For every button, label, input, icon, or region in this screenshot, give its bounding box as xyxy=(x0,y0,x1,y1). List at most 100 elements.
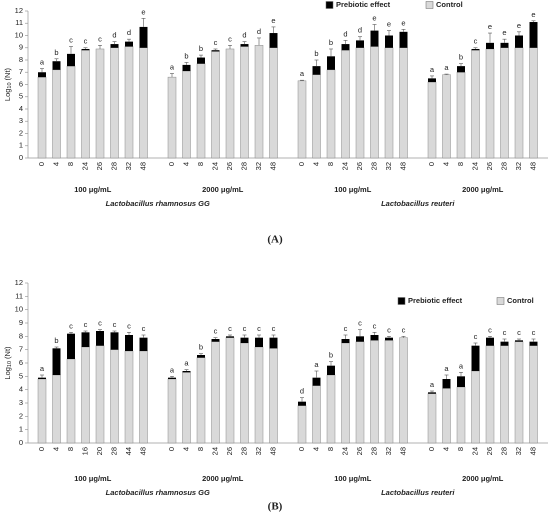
control-bar xyxy=(297,80,307,159)
prebiotic-bar xyxy=(356,40,364,48)
prebiotic-bar xyxy=(110,44,119,48)
prebiotic-bar xyxy=(457,66,465,73)
legend-label: Control xyxy=(507,296,534,305)
y-tick-label: 10 xyxy=(15,30,23,39)
x-tick-label: 28 xyxy=(369,162,378,170)
significance-letter: c xyxy=(257,324,261,333)
y-tick-label: 12 xyxy=(15,6,23,15)
significance-letter: b xyxy=(54,336,58,345)
significance-letter: e xyxy=(387,20,391,29)
y-tick-label: 4 xyxy=(19,385,23,394)
significance-letter: c xyxy=(243,324,247,333)
control-bar xyxy=(341,342,350,444)
control-bar xyxy=(37,76,47,159)
significance-letter: c xyxy=(214,38,218,47)
legend-label: Prebiotic effect xyxy=(408,296,463,305)
control-bar xyxy=(399,47,408,159)
x-tick-label: 28 xyxy=(369,447,378,455)
x-tick-label: 0 xyxy=(167,447,176,451)
x-tick-label: 28 xyxy=(109,162,118,170)
prebiotic-bar xyxy=(428,392,436,394)
significance-letter: c xyxy=(387,325,391,334)
x-tick-label: 4 xyxy=(441,447,450,451)
y-tick-label: 5 xyxy=(19,371,23,380)
prebiotic-bar xyxy=(515,35,523,48)
control-bar xyxy=(370,46,379,159)
x-tick-label: 4 xyxy=(51,162,60,166)
y-tick-label: 1 xyxy=(19,425,23,434)
control-bar xyxy=(196,63,206,159)
x-tick-label: 32 xyxy=(514,447,523,455)
control-bar xyxy=(471,370,480,444)
x-tick-label: 4 xyxy=(311,162,320,166)
concentration-label: 2000 μg/mL xyxy=(202,185,244,194)
y-tick-label: 4 xyxy=(19,104,23,113)
x-tick-label: 26 xyxy=(95,162,104,170)
x-tick-label: 24 xyxy=(210,447,219,455)
x-tick-label: 26 xyxy=(355,162,364,170)
x-tick-label: 4 xyxy=(181,162,190,166)
control-bar xyxy=(529,47,538,159)
x-tick-label: 4 xyxy=(181,447,190,451)
prebiotic-bar xyxy=(168,377,176,379)
control-bar xyxy=(471,49,480,159)
prebiotic-bar xyxy=(428,78,436,83)
significance-letter: c xyxy=(228,324,232,333)
panel-label: (A) xyxy=(267,234,283,246)
prebiotic-bar xyxy=(298,401,306,406)
significance-letter: a xyxy=(314,360,319,369)
prebiotic-bar xyxy=(52,61,61,70)
control-bar xyxy=(211,51,220,159)
x-tick-label: 28 xyxy=(499,447,508,455)
significance-letter: c xyxy=(214,327,218,336)
control-bar xyxy=(341,49,350,159)
x-tick-label: 20 xyxy=(95,447,104,455)
prebiotic-bar xyxy=(240,337,249,343)
y-label-subscript: 10 xyxy=(7,361,13,367)
y-tick-label: 10 xyxy=(15,305,23,314)
control-bar xyxy=(225,337,235,444)
x-tick-label: 0 xyxy=(427,162,436,166)
control-bar xyxy=(110,349,119,444)
concentration-label: 2000 μg/mL xyxy=(462,185,504,194)
significance-letter: e xyxy=(488,22,492,31)
y-axis-label: Log10 (Nt) xyxy=(3,346,13,380)
significance-letter: a xyxy=(444,63,449,72)
control-bar xyxy=(442,388,451,444)
significance-letter: a xyxy=(300,69,305,78)
x-tick-label: 8 xyxy=(456,162,465,166)
control-bar xyxy=(500,47,509,159)
significance-letter: c xyxy=(358,319,362,328)
prebiotic-bar xyxy=(457,376,465,387)
prebiotic-bar xyxy=(139,337,148,351)
y-tick-label: 2 xyxy=(19,411,23,420)
x-tick-label: 48 xyxy=(398,162,407,170)
y-tick-label: 9 xyxy=(19,318,23,327)
control-bar xyxy=(500,345,509,444)
significance-letter: c xyxy=(98,319,102,328)
control-bar xyxy=(456,386,466,444)
significance-letter: c xyxy=(402,325,406,334)
control-bar xyxy=(514,341,524,444)
x-tick-label: 28 xyxy=(499,162,508,170)
control-bar xyxy=(312,385,321,444)
x-tick-label: 48 xyxy=(528,162,537,170)
significance-letter: b xyxy=(184,51,188,60)
x-tick-label: 4 xyxy=(51,447,60,451)
control-bar xyxy=(139,47,148,159)
y-label-base: Log xyxy=(3,367,12,380)
significance-letter: d xyxy=(242,31,246,40)
control-bar xyxy=(81,346,90,444)
prebiotic-bar xyxy=(67,53,75,67)
x-tick-label: 32 xyxy=(124,162,133,170)
y-label-suffix: (Nt) xyxy=(3,67,12,80)
significance-letter: e xyxy=(517,21,521,30)
x-tick-label: 24 xyxy=(80,162,89,170)
species-label: Lactobacillus rhamnosus GG xyxy=(106,488,210,497)
significance-letter: c xyxy=(69,321,73,330)
prebiotic-bar xyxy=(341,339,350,343)
control-bar xyxy=(66,65,76,159)
control-bar xyxy=(326,69,336,159)
prebiotic-bar xyxy=(486,42,494,49)
